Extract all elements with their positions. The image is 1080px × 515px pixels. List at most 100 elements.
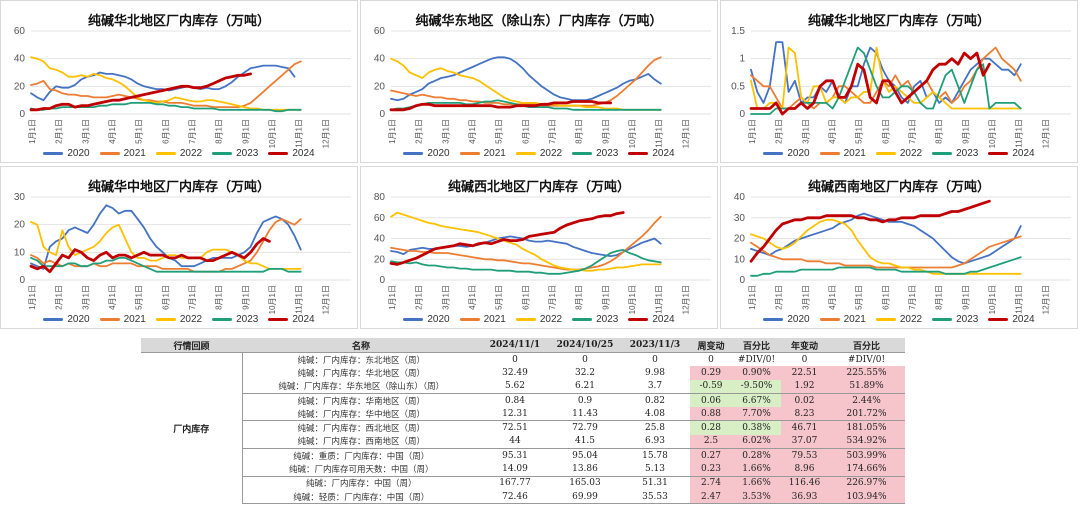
y-tick-label: 0 — [19, 109, 25, 120]
week-change-cell: -0.59 — [690, 379, 732, 394]
series-line-2024 — [29, 237, 271, 274]
name: 纯碱：厂内库存：西南地区（周） — [297, 437, 425, 448]
x-tick-label: 7月1日 — [908, 119, 917, 144]
value-cell: 44 — [509, 436, 521, 447]
x-tick-label: 3月1日 — [441, 119, 450, 144]
value-cell: 0.82 — [620, 392, 690, 408]
x-tick-label: 4月1日 — [828, 119, 837, 144]
value-cell: 167.77 — [480, 475, 550, 490]
x-tick-label: 7月1日 — [188, 285, 197, 310]
legend-swatch — [403, 151, 424, 155]
value-cell: 32.49 — [502, 367, 528, 378]
chart-legend: 2020 2021 2022 2023 2024 — [361, 148, 717, 159]
legend-item: 2023 — [932, 148, 978, 159]
value-cell: 25.8 — [620, 420, 690, 435]
value-cell: 5.62 — [504, 381, 526, 392]
x-tick-label: 10月1日 — [988, 285, 997, 314]
x-tick-label: 2月1日 — [55, 119, 64, 144]
x-tick-label: 5月1日 — [855, 285, 864, 310]
table-row: 纯碱：厂内库存可用天数：中国（周） 14.09 13.86 5.13 0.23 1.66%… — [141, 462, 905, 477]
value-cell: 0 — [620, 352, 690, 367]
week-pct-cell: 7.70% — [732, 407, 781, 421]
table-row: 纯碱：厂内库存：西北地区（周） 72.51 72.79 25.8 0.28 0.38% 46… — [141, 420, 905, 435]
value-cell: 0 — [480, 352, 550, 367]
value-cell: 0.9 — [550, 392, 620, 408]
series-line-2021 — [390, 215, 662, 271]
x-tick-label: 12月1日 — [681, 285, 690, 314]
x-tick-label: 1月1日 — [748, 119, 757, 144]
legend-swatch — [932, 317, 953, 321]
week-pct-cell: 0.38% — [732, 420, 781, 435]
table-row: 纯碱：轻质：厂内库存：中国（周） 72.46 69.99 35.53 2.47 3.53%… — [141, 489, 905, 505]
series-line-2022 — [390, 57, 662, 111]
x-tick-label: 6月1日 — [881, 285, 890, 310]
table-row: 纯碱：厂内库存：华南地区（周） 0.84 0.9 0.82 0.06 6.67% 0.02 2… — [141, 392, 905, 408]
legend-item: 2022 — [515, 148, 562, 159]
legend-swatch — [988, 151, 1009, 155]
name: 纯碱：厂内库存：华北地区（周） — [297, 368, 425, 379]
week-change-cell: 0.27 — [690, 448, 732, 463]
year-pct-cell: 181.05% — [828, 420, 905, 435]
legend-swatch — [99, 151, 120, 155]
chart-panel: 纯碱西北地区厂内库存（万吨） 0 20 40 60 80 1月1日 2月1日 3月1日 4月1日 5… — [360, 166, 718, 329]
legend-label: 2024 — [1012, 314, 1035, 325]
x-tick-label: 10月1日 — [988, 119, 997, 148]
x-tick-label: 11月1日 — [295, 119, 304, 148]
legend-swatch — [268, 151, 289, 155]
x-tick-label: 2月1日 — [55, 285, 64, 310]
x-tick-label: 11月1日 — [1015, 285, 1024, 314]
series-line-2021 — [30, 60, 302, 108]
chart-panel: 纯碱西南地区厂内库存（万吨） 0 10 20 30 40 1月1日 2月1日 3月1日 4月1日 5… — [720, 166, 1078, 329]
table-row: 纯碱：厂内库存：西南地区（周） 44 41.5 6.93 2.5 6.02% 37.07 53… — [141, 434, 905, 449]
legend-item: 2021 — [99, 148, 146, 159]
year-change-cell: 79.53 — [781, 448, 828, 463]
year-pct-cell: 534.92% — [828, 434, 905, 449]
legend-label: 2021 — [843, 148, 866, 159]
x-tick-label: 6月1日 — [161, 119, 170, 144]
year-pct-cell: 174.66% — [828, 462, 905, 477]
legend-swatch — [459, 151, 480, 155]
legend-swatch — [515, 151, 536, 155]
legend-label: 2023 — [596, 314, 619, 325]
chart-title: 纯碱西北地区厂内库存（万吨） — [447, 180, 630, 195]
value-cell: 165.03 — [550, 475, 620, 490]
x-tick-label: 7月1日 — [188, 119, 197, 144]
legend-label: 2023 — [956, 148, 979, 159]
year-change-cell: 36.93 — [781, 489, 828, 505]
series-line-2022 — [750, 46, 1022, 110]
week-pct-cell: #DIV/0! — [732, 352, 781, 367]
year-change-cell: 46.71 — [781, 420, 828, 435]
chart-title: 纯碱华北地区厂内库存（万吨） — [807, 14, 990, 29]
value-cell: 9.98 — [644, 367, 666, 378]
year-pct-cell: 201.72% — [828, 407, 905, 421]
header-cell: 2024/10/25 — [550, 338, 620, 353]
x-tick-label: 10月1日 — [628, 285, 637, 314]
chart-panel: 纯碱华东地区（除山东）厂内库存（万吨） 0 20 40 60 1月1日 2月1日 3月1日 4月… — [360, 0, 718, 163]
value-cell: 41.5 — [574, 436, 596, 447]
week-pct-cell: 3.53% — [732, 489, 781, 505]
name: 纯碱：厂内库存：西北地区（周） — [242, 420, 480, 435]
legend-item: 2023 — [212, 148, 258, 159]
chart-panel: 纯碱华中地区厂内库存（万吨） 0 10 20 30 1月1日 2月1日 3月1日 4月1日 5月1… — [0, 166, 358, 329]
week-pct-cell: 0.28% — [732, 448, 781, 463]
legend-item: 2024 — [628, 314, 675, 325]
y-tick-label: 10 — [734, 254, 746, 265]
x-tick-label: 9月1日 — [961, 119, 970, 144]
y-tick-label: 60 — [374, 213, 386, 224]
x-tick-label: 7月1日 — [548, 285, 557, 310]
x-tick-label: 4月1日 — [828, 285, 837, 310]
table-row: 纯碱：厂内库存：华中地区（周） 12.31 11.43 4.08 0.88 7.70% 8.… — [141, 407, 905, 421]
legend-label: 2022 — [539, 314, 563, 325]
x-tick-label: 2月1日 — [775, 285, 784, 310]
x-tick-label: 8月1日 — [215, 119, 224, 144]
series-line-2021 — [750, 46, 1022, 110]
legend-swatch — [403, 317, 424, 321]
legend-item: 2024 — [988, 148, 1035, 159]
x-tick-label: 2月1日 — [415, 285, 424, 310]
x-tick-label: 3月1日 — [81, 119, 90, 144]
legend-item: 2023 — [572, 314, 618, 325]
chart-svg: 0 20 40 60 80 1月1日 2月1日 3月1日 4月1日 5月1日 6月1日 7月1日 8月1… — [374, 192, 711, 314]
x-tick-label: 10月1日 — [268, 285, 277, 314]
name: 纯碱：厂内库存可用天数：中国（周） — [288, 465, 434, 476]
chart-title: 纯碱华中地区厂内库存（万吨） — [87, 180, 270, 195]
